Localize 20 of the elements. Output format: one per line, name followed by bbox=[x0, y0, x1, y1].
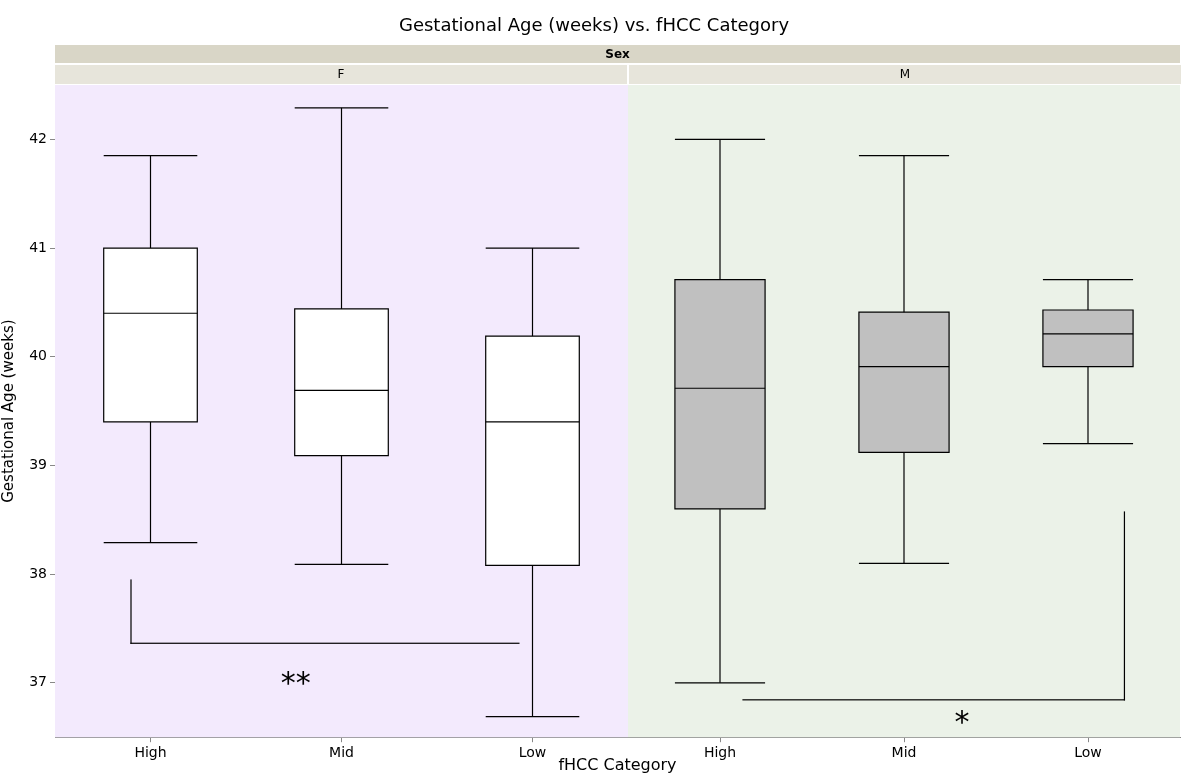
x-tick-label: Low bbox=[1074, 744, 1102, 761]
x2-axis-title: M bbox=[629, 65, 1181, 84]
x-tick-label: Low bbox=[518, 744, 547, 761]
y-tick-label: 40 bbox=[29, 347, 47, 364]
x2-axis-title: F bbox=[55, 65, 627, 84]
annotation: ** bbox=[279, 664, 312, 700]
y-tick-label: 42 bbox=[29, 129, 47, 146]
y-tick-label: 38 bbox=[29, 564, 47, 581]
y-tick-label: 37 bbox=[29, 673, 47, 690]
x-tick-label: High bbox=[134, 744, 167, 761]
y-tick-label: 39 bbox=[29, 456, 47, 473]
y-axis-title: Gestational Age (weeks) bbox=[0, 319, 17, 503]
x-tick-label: Mid bbox=[891, 744, 917, 761]
x-axis-title: fHCC Category bbox=[558, 755, 677, 774]
y-tick-label: 41 bbox=[29, 238, 47, 255]
annotation: * bbox=[953, 703, 971, 739]
chart-title: Gestational Age (weeks) vs. fHCC Category bbox=[397, 14, 791, 35]
x-tick-label: Mid bbox=[329, 744, 354, 761]
chart-subtitle: Sex bbox=[55, 45, 1180, 63]
x-tick-label: High bbox=[703, 744, 737, 761]
